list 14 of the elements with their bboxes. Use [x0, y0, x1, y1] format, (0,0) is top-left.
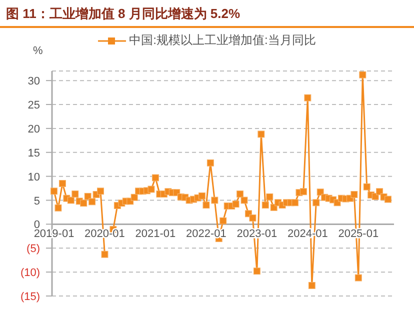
y-tick-label: 25 [28, 100, 40, 112]
x-tick-label: 2021-01 [135, 228, 176, 240]
y-tick-label: (5) [26, 243, 40, 256]
y-tick-label: (10) [20, 267, 40, 280]
y-tick-label: 20 [28, 123, 40, 136]
y-tick-label: 10 [28, 171, 40, 184]
y-axis-title: % [33, 45, 43, 57]
y-tick-label: (15) [20, 291, 40, 303]
chart-title: 图 11：工业增加值 8 月同比增速为 5.2% [6, 5, 240, 23]
legend-label: 中国:规模以上工业增加值:当月同比 [129, 32, 316, 49]
x-tick-label: 2019-01 [34, 228, 74, 240]
y-tick-label: 5 [34, 195, 40, 208]
y-tick-label: 15 [28, 147, 40, 160]
y-tick-label: 30 [28, 76, 40, 88]
